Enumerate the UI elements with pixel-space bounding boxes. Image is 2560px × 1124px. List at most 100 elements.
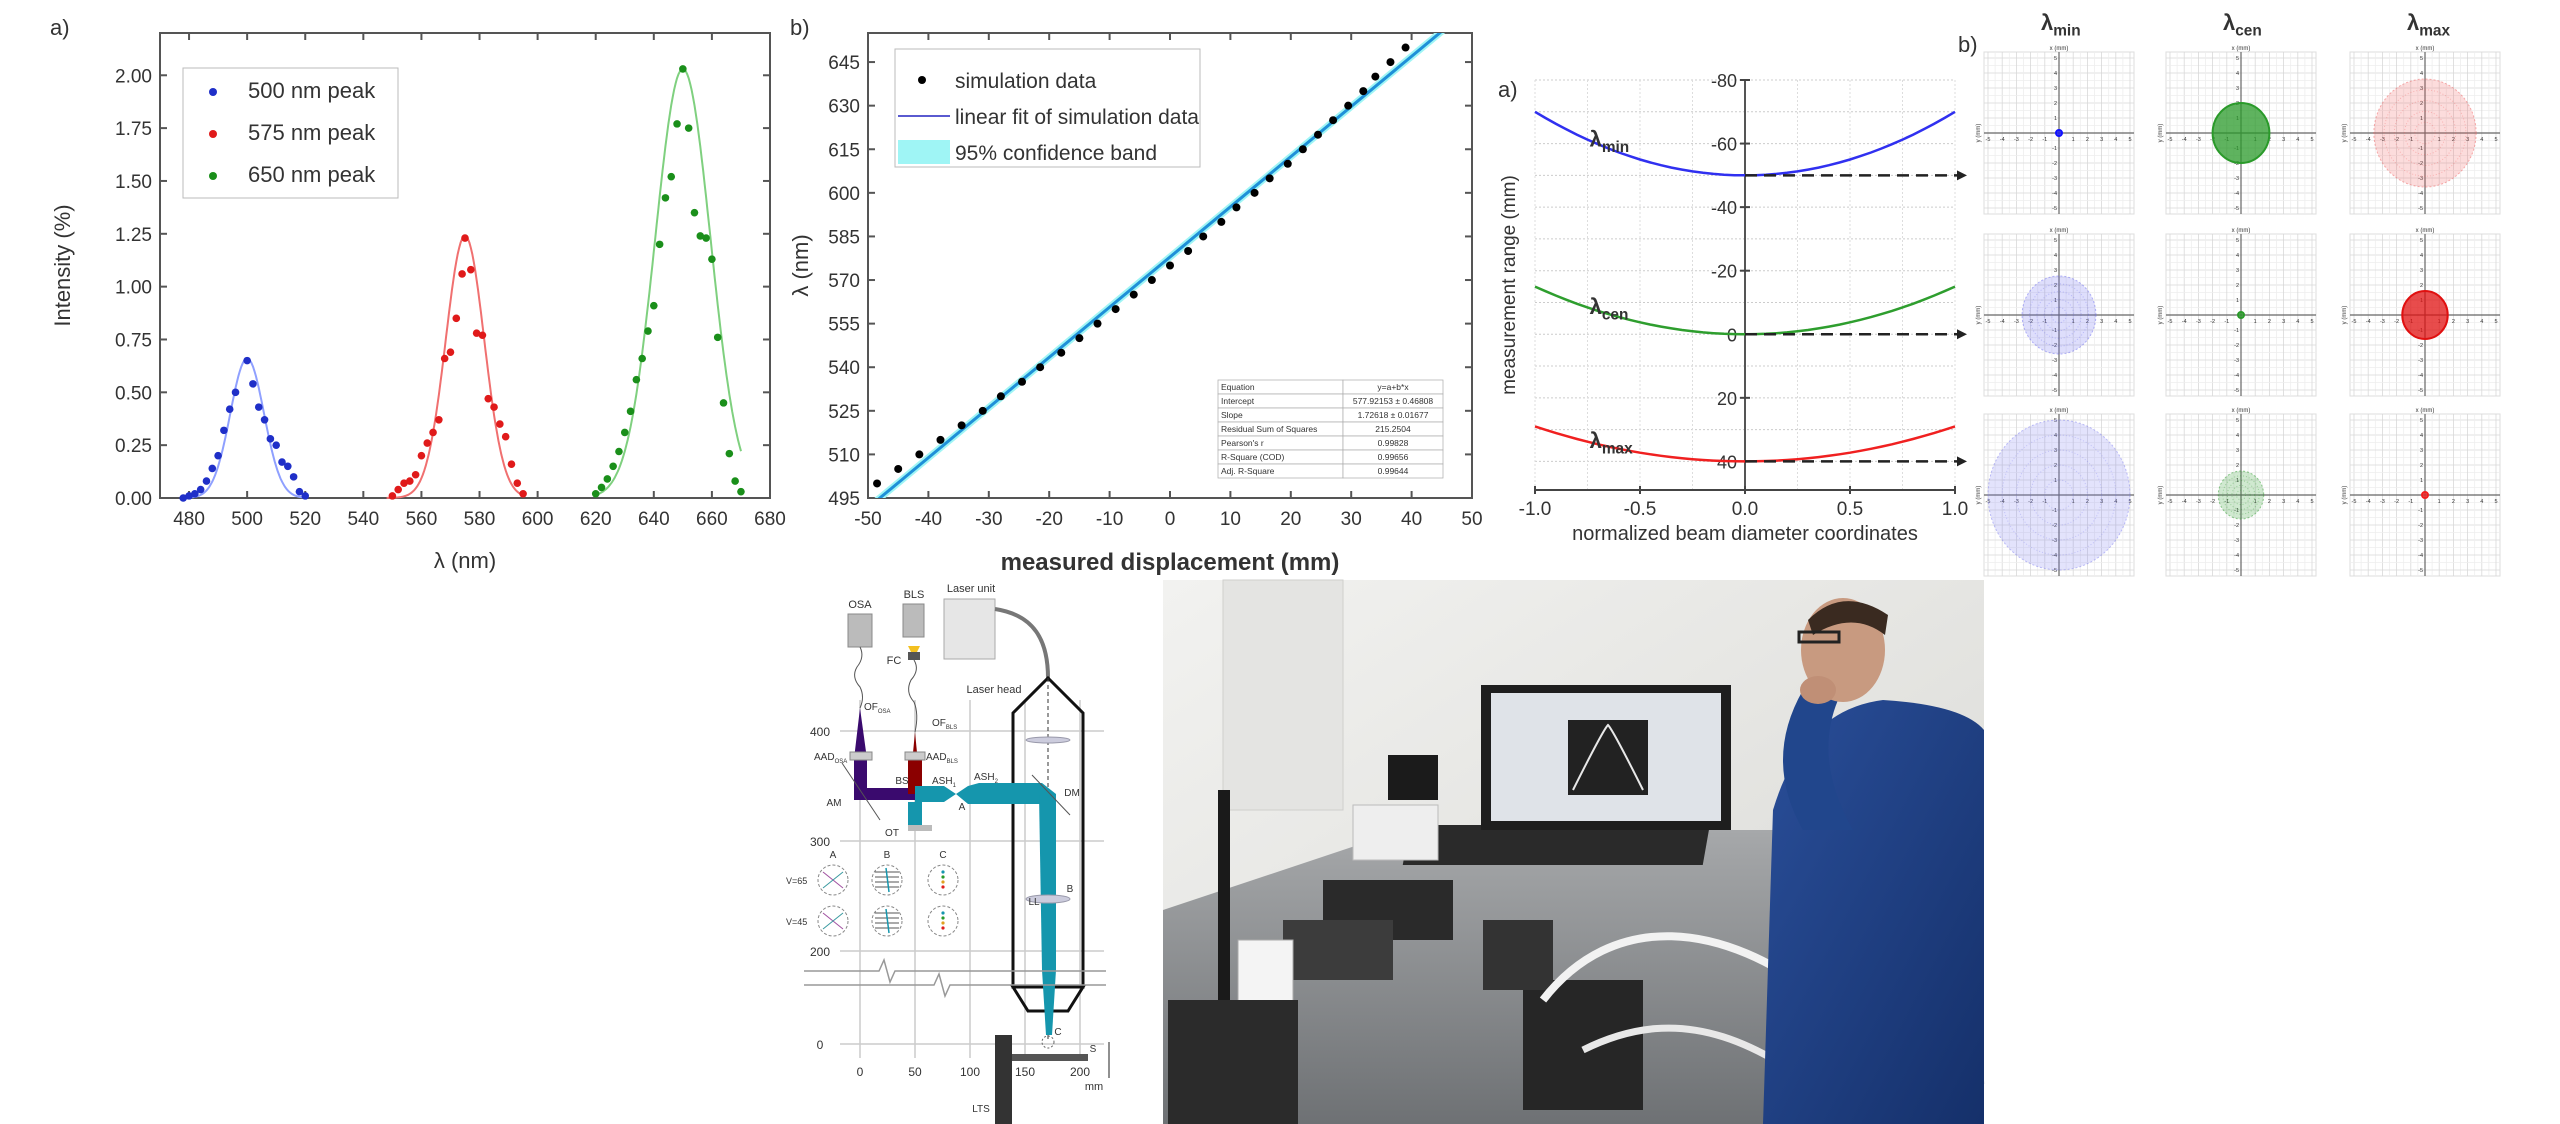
x-tick-label: -2 (2210, 499, 2215, 505)
inset-col-label: A (830, 850, 837, 861)
data-point (225, 405, 234, 414)
y-tick-label: 2 (2054, 463, 2057, 469)
y-tick-label: 1 (2236, 298, 2239, 304)
y-tick-label: 200 (810, 945, 830, 959)
curve-label: λmax (1590, 428, 1633, 458)
y-axis-label: y (mm) (1976, 486, 1982, 505)
ot-label: OT (885, 828, 899, 839)
laser-unit-label: Laser unit (947, 583, 995, 595)
legend-marker (209, 88, 217, 96)
fit-statistics-table: Equation y=a+b*x Intercept 577.92153 ± 0.46… (1217, 379, 1444, 479)
y-tick-label: 0.50 (115, 383, 152, 404)
y-tick-label: 2 (2420, 463, 2423, 469)
y-tick-label: 2 (2236, 463, 2239, 469)
data-point (673, 120, 681, 128)
legend-marker-points (918, 76, 926, 84)
curve-label: λmin (1590, 126, 1630, 156)
y-axis-label: y (mm) (2342, 306, 2348, 325)
data-point (220, 426, 228, 435)
ot-plate (908, 825, 932, 831)
data-point (446, 348, 455, 356)
y-tick-label: 1 (2236, 478, 2239, 484)
y-tick-label: -5 (2418, 388, 2423, 394)
y-tick-label: -2 (2052, 343, 2057, 349)
panel-label: a) (1498, 77, 1518, 102)
x-tick-label: -50 (854, 509, 881, 530)
y-tick-label: -4 (2052, 373, 2057, 379)
lts-label: LTS (972, 1104, 990, 1115)
y-tick-label: 570 (828, 271, 860, 292)
y-tick-label: 630 (828, 97, 860, 118)
y-tick-label: 300 (810, 835, 830, 849)
y-axis-label: measurement range (mm) (1499, 175, 1520, 395)
y-tick-label: -20 (1711, 262, 1737, 282)
table-row-label: Intercept (1221, 396, 1255, 406)
x-tick-label: -2 (2210, 319, 2215, 325)
y-axis-label: y (mm) (2158, 124, 2164, 143)
data-point (266, 435, 275, 443)
y-tick-label: 4 (2420, 253, 2423, 259)
of-osa-label: OFOSA (864, 702, 891, 715)
fc-connector (908, 652, 920, 660)
y-tick-label: 525 (828, 402, 860, 423)
data-point (196, 485, 205, 494)
beam-spot (2237, 311, 2245, 319)
data-point (191, 489, 199, 498)
y-tick-label: -4 (2052, 553, 2057, 559)
beam-spot (1987, 419, 2131, 571)
x-tick-label: 2 (2086, 137, 2089, 143)
y-tick-label: -1 (2418, 146, 2423, 152)
y-tick-label: -2 (2418, 161, 2423, 167)
y-tick-label: -3 (2234, 176, 2239, 182)
data-point (467, 265, 475, 274)
legend-label: simulation data (955, 70, 1097, 93)
laser-cable (994, 607, 1050, 679)
fit-curve-1 (386, 234, 524, 499)
x-tick-label: -5 (2168, 319, 2173, 325)
x-tick-label: 4 (2114, 137, 2117, 143)
spectra-chart: 480 500 520 540 560 580 600 620 640 660 680 0.00 0.2… (50, 15, 786, 573)
ash1-label: ASH1 (932, 776, 957, 789)
sample-arm (1012, 1054, 1088, 1061)
x-tick-label: 1 (2072, 319, 2075, 325)
data-point (894, 464, 903, 473)
y-tick-label: -5 (2052, 206, 2057, 212)
mount-left (1168, 1000, 1298, 1124)
y-tick-label: 2 (2054, 101, 2057, 107)
y-tick-label: 3 (2236, 86, 2239, 92)
y-tick-label: -1 (2052, 508, 2057, 514)
x-tick-label: 2 (2452, 319, 2455, 325)
y-tick-label: 1 (2420, 478, 2423, 484)
y-tick-label: -3 (2234, 538, 2239, 544)
y-tick-label: 0.75 (115, 330, 152, 351)
y-tick-label: 4 (2236, 71, 2239, 77)
data-point (719, 399, 728, 407)
x-tick-label: 0 (1165, 509, 1176, 530)
dm-label: DM (1064, 788, 1080, 799)
x-tick-label: -1 (2042, 319, 2047, 325)
fiber-bls (908, 659, 918, 733)
y-tick-label: -2 (2052, 161, 2057, 167)
x-tick-label: -10 (1096, 509, 1123, 530)
data-point (440, 354, 449, 363)
bls-box (902, 603, 925, 638)
column-title: λmin (2041, 10, 2081, 40)
inset-circle (817, 864, 849, 896)
y-tick-label: -3 (2234, 358, 2239, 364)
fiber-osa (854, 646, 863, 709)
column-title-sub: max (2419, 23, 2450, 40)
inset-circle (871, 864, 903, 896)
x-tick-label: 50 (1461, 509, 1482, 530)
data-point (915, 450, 924, 459)
table-row-label: R-Square (COD) (1221, 452, 1284, 462)
y-tick-label: -5 (2234, 568, 2239, 574)
fit-group (874, 33, 1446, 498)
x-tick-label: 50 (908, 1065, 922, 1079)
screen-peak (1572, 723, 1644, 791)
y-tick-label: 5 (2054, 238, 2057, 244)
beam-bls-body (908, 759, 922, 794)
data-point (185, 492, 193, 500)
y-tick-label: -4 (2234, 191, 2239, 197)
ash1-label-main: ASH (932, 776, 953, 787)
am-label: AM (827, 798, 842, 809)
